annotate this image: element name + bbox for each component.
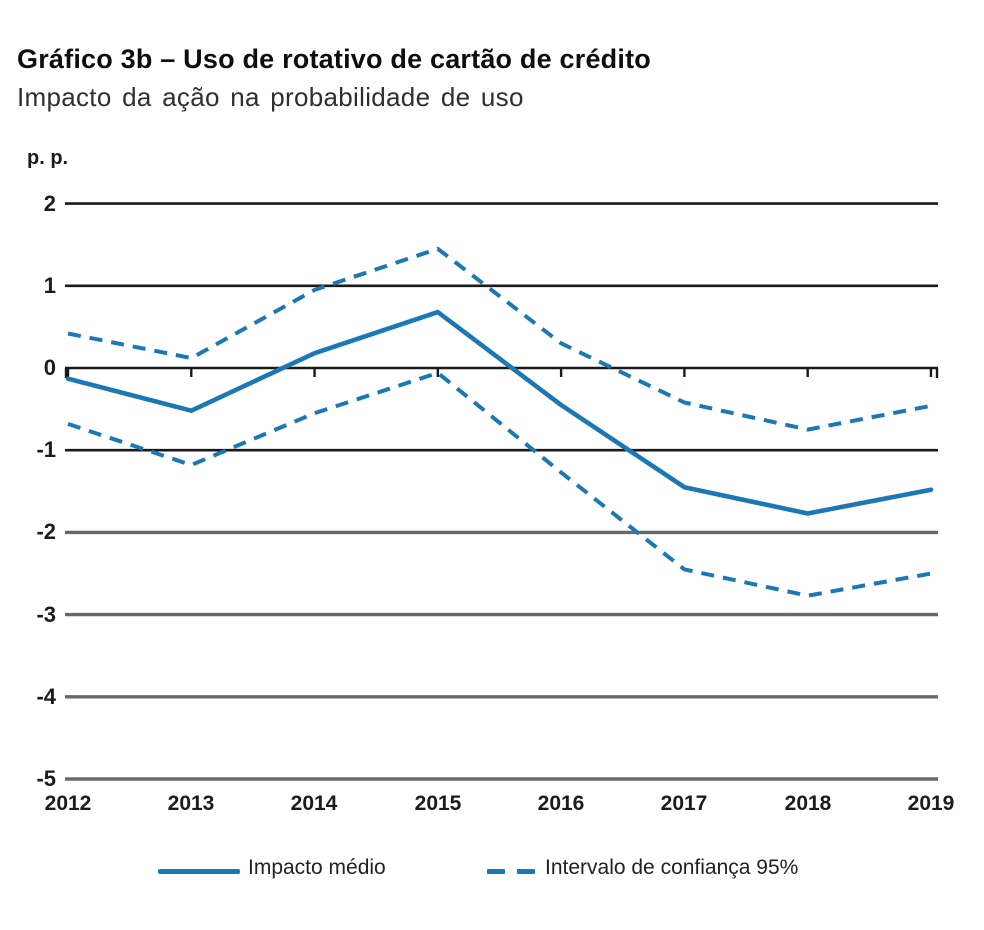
legend-mean-label: Impacto médio xyxy=(248,856,386,879)
y-tick-label-m1: -1 xyxy=(36,437,56,462)
x-tick-label-2019: 2019 xyxy=(907,792,955,815)
y-tick-label-1: 1 xyxy=(43,273,56,298)
legend-mean-swatch xyxy=(158,869,240,874)
legend-ci-swatch xyxy=(517,869,535,874)
x-tick-label-2015: 2015 xyxy=(414,792,462,815)
y-tick-label-m2: -2 xyxy=(36,519,56,544)
y-tick-label-2: 2 xyxy=(43,191,56,216)
y-tick-label-m4: -4 xyxy=(36,684,56,709)
y-tick-label-m3: -3 xyxy=(36,602,56,627)
series-line-ci-inferior xyxy=(67,370,932,598)
legend-ci-label: Intervalo de confiança 95% xyxy=(545,856,799,879)
y-axis-unit-label: p. p. xyxy=(27,147,69,169)
x-tick-label-2013: 2013 xyxy=(167,792,215,815)
x-tick-label-2014: 2014 xyxy=(290,792,338,815)
chart-subtitle: Impacto da ação na probabilidade de uso xyxy=(17,82,524,112)
y-tick-label-m5: -5 xyxy=(36,766,56,791)
legend-ci-swatch xyxy=(487,869,505,874)
x-tick-label-2016: 2016 xyxy=(537,792,585,815)
series-line-impacto-medio xyxy=(65,309,934,516)
x-tick-label-2017: 2017 xyxy=(660,792,708,815)
x-tick-label-2012: 2012 xyxy=(44,792,92,815)
x-tick-label-2018: 2018 xyxy=(784,792,832,815)
chart-title: Gráfico 3b – Uso de rotativo de cartão d… xyxy=(17,44,651,74)
series-line-ci-superior xyxy=(67,246,932,432)
y-tick-label-0: 0 xyxy=(43,355,56,380)
